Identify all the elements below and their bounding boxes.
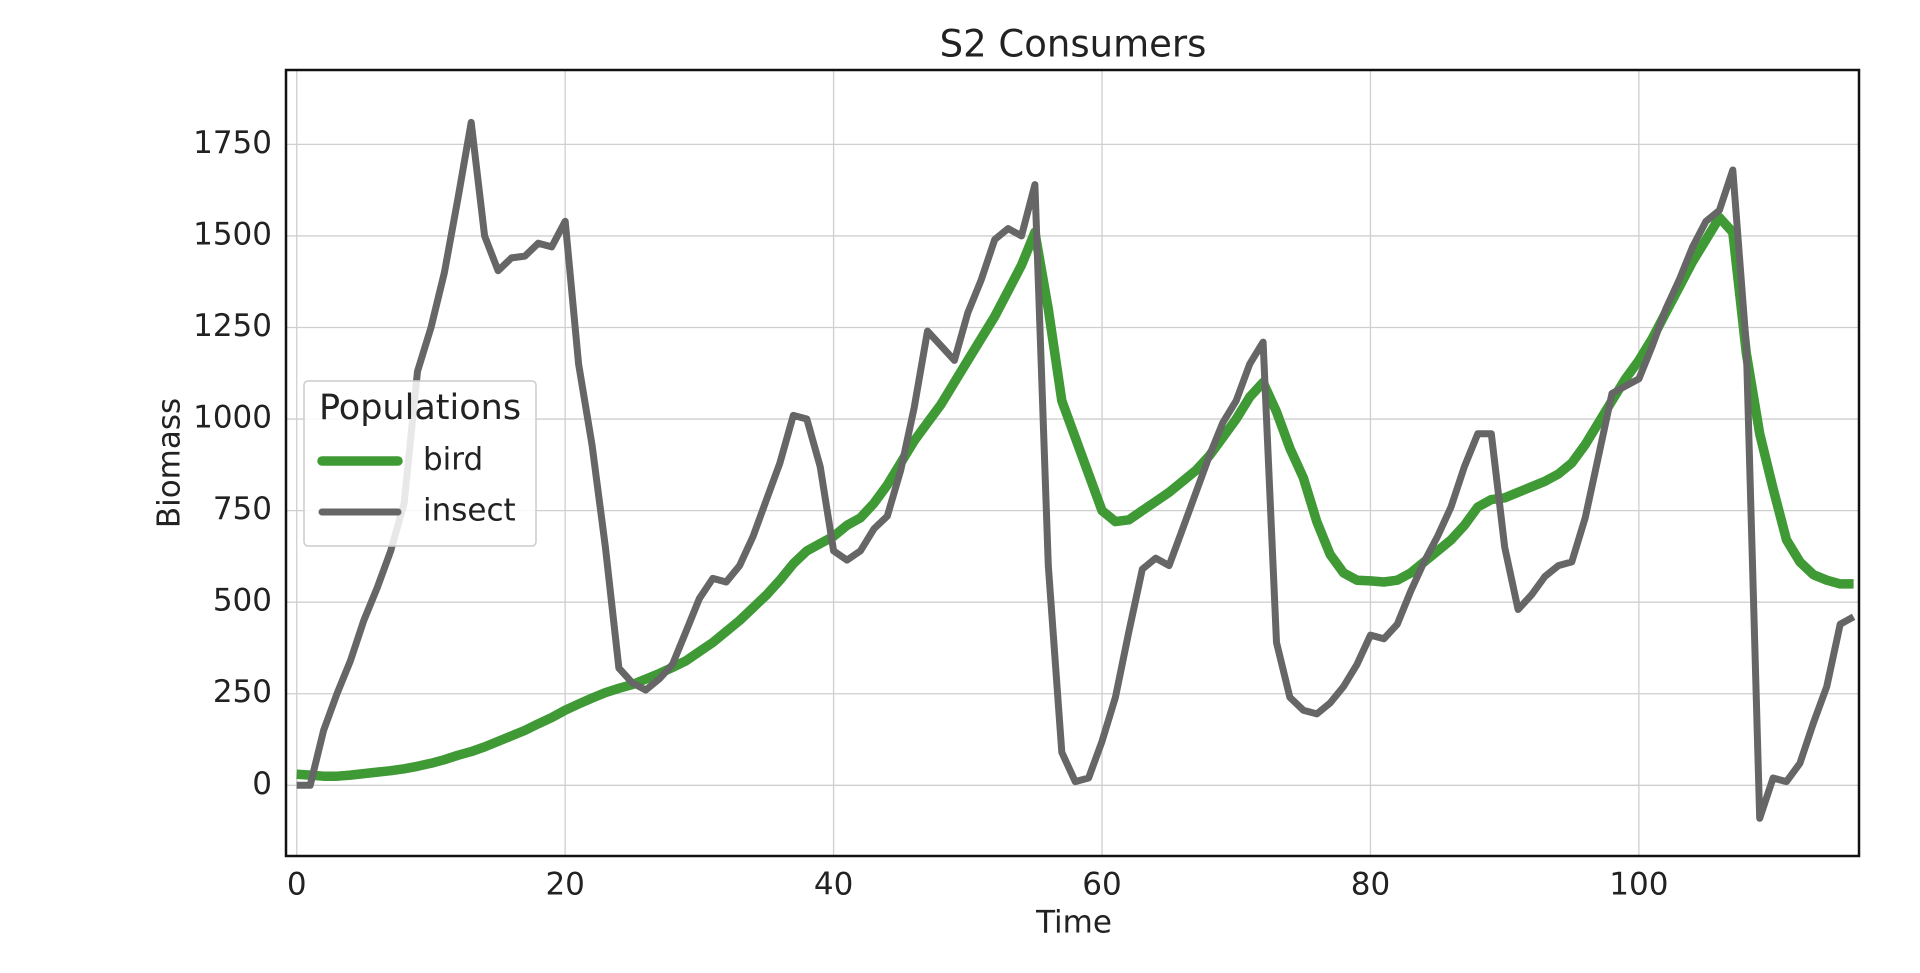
legend-label: bird (423, 442, 483, 478)
x-tick-label: 20 (545, 867, 584, 903)
y-tick-label: 750 (213, 491, 272, 527)
x-tick-label: 60 (1082, 867, 1121, 903)
y-tick-label: 1750 (193, 125, 272, 161)
grid (286, 70, 1859, 856)
chart-title: S2 Consumers (940, 23, 1207, 66)
plot-lines (296, 118, 1856, 822)
y-tick-label: 0 (252, 766, 272, 802)
x-tick-label: 100 (1609, 867, 1668, 903)
y-tick-label: 500 (213, 583, 272, 619)
x-tick-label: 80 (1351, 867, 1390, 903)
y-tick-label: 1500 (193, 216, 272, 252)
legend: Populations bird insect (303, 380, 537, 547)
x-axis-label: Time (1035, 905, 1112, 941)
x-tick-label: 0 (287, 867, 307, 903)
series-line (296, 118, 1856, 822)
y-axis-label: Biomass (152, 398, 188, 528)
legend-box (303, 380, 537, 547)
legend-label: insect (423, 493, 516, 529)
y-tick-label: 1000 (193, 400, 272, 436)
plot-frame (284, 68, 1861, 858)
y-tick-label: 1250 (193, 308, 272, 344)
series-line (296, 212, 1854, 781)
y-tick-label: 250 (213, 674, 272, 710)
x-tick-label: 40 (814, 867, 853, 903)
legend-title: Populations (319, 388, 521, 428)
